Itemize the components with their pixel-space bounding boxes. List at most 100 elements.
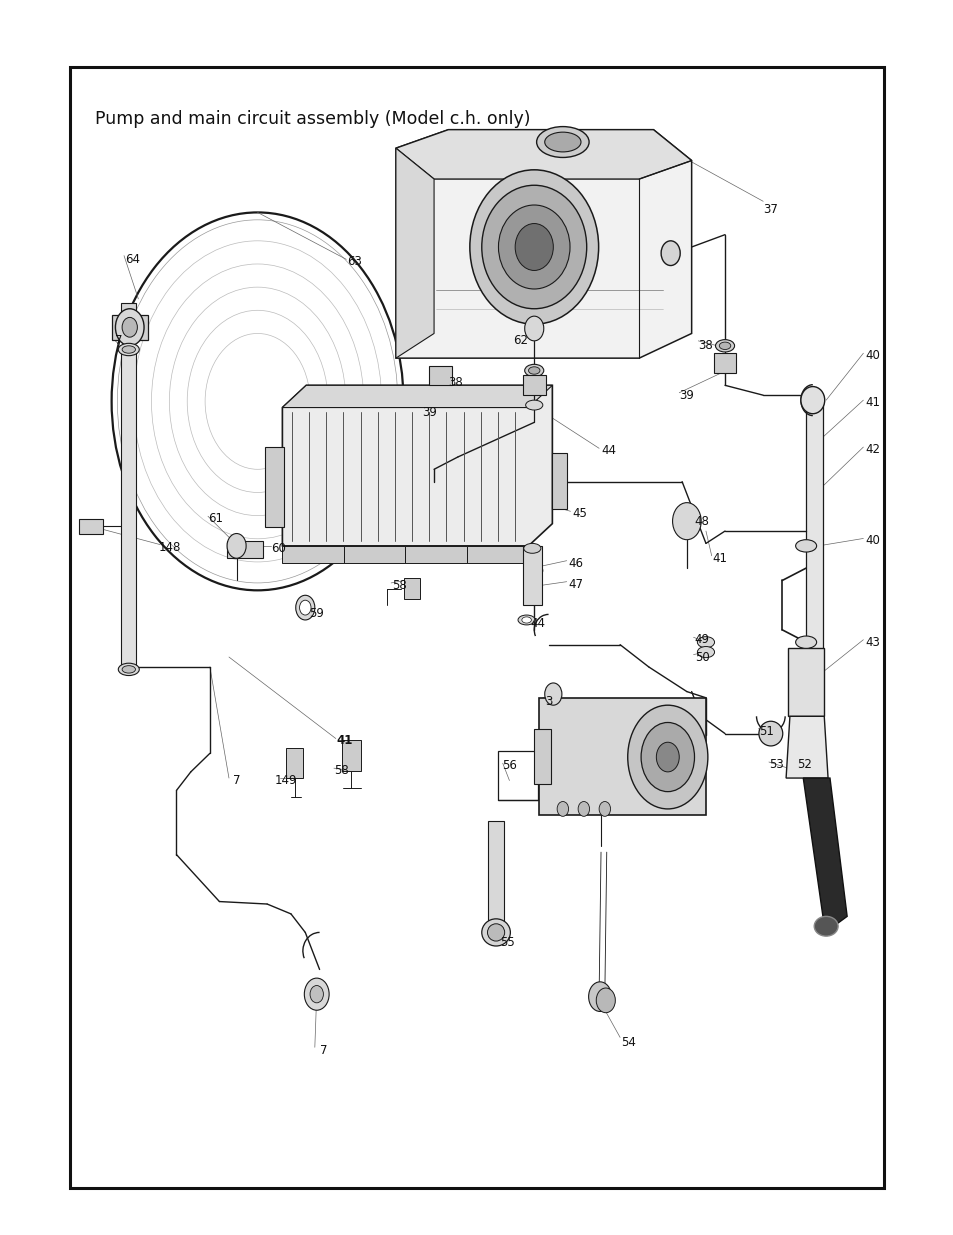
Circle shape xyxy=(299,600,311,615)
Ellipse shape xyxy=(719,342,730,350)
Circle shape xyxy=(672,503,700,540)
Ellipse shape xyxy=(118,343,139,356)
Ellipse shape xyxy=(481,919,510,946)
Ellipse shape xyxy=(813,916,837,936)
Ellipse shape xyxy=(487,924,504,941)
Circle shape xyxy=(524,316,543,341)
Text: 51: 51 xyxy=(759,725,774,737)
Text: 38: 38 xyxy=(447,377,462,389)
Ellipse shape xyxy=(528,367,539,374)
Ellipse shape xyxy=(481,185,586,309)
Ellipse shape xyxy=(118,663,139,676)
Bar xyxy=(265,447,284,527)
Bar xyxy=(713,353,736,373)
Text: 40: 40 xyxy=(864,350,880,362)
Ellipse shape xyxy=(525,564,542,576)
Circle shape xyxy=(557,802,568,816)
Bar xyxy=(121,303,136,330)
Bar xyxy=(429,366,452,385)
Text: 63: 63 xyxy=(347,256,362,268)
Ellipse shape xyxy=(122,666,135,673)
Bar xyxy=(497,751,537,800)
Ellipse shape xyxy=(525,400,542,410)
Text: 54: 54 xyxy=(620,1036,636,1049)
Text: 37: 37 xyxy=(762,204,778,216)
Text: 41: 41 xyxy=(864,396,880,409)
Circle shape xyxy=(122,317,137,337)
Circle shape xyxy=(115,309,144,346)
Bar xyxy=(121,352,136,667)
Bar xyxy=(79,519,103,534)
Ellipse shape xyxy=(523,543,540,553)
Ellipse shape xyxy=(497,205,569,289)
Text: 53: 53 xyxy=(768,758,783,771)
Bar xyxy=(552,453,566,509)
Text: 41: 41 xyxy=(335,735,353,747)
Text: 52: 52 xyxy=(796,758,811,771)
Circle shape xyxy=(578,802,589,816)
Text: 45: 45 xyxy=(572,508,587,520)
Bar xyxy=(805,395,822,716)
Polygon shape xyxy=(282,385,552,408)
Circle shape xyxy=(588,982,611,1011)
Ellipse shape xyxy=(759,721,781,746)
Text: 62: 62 xyxy=(513,335,528,347)
Text: 56: 56 xyxy=(501,760,517,772)
Text: 61: 61 xyxy=(208,513,223,525)
Circle shape xyxy=(640,722,694,792)
Circle shape xyxy=(598,802,610,816)
Bar xyxy=(522,546,541,605)
Text: 7: 7 xyxy=(319,1045,327,1057)
Circle shape xyxy=(310,986,323,1003)
Bar xyxy=(282,546,343,563)
Circle shape xyxy=(112,212,403,590)
Text: Pump and main circuit assembly (Model c.h. only): Pump and main circuit assembly (Model c.… xyxy=(95,110,530,128)
Bar xyxy=(538,698,705,815)
Circle shape xyxy=(544,683,561,705)
Ellipse shape xyxy=(515,224,553,270)
Ellipse shape xyxy=(697,637,714,648)
Ellipse shape xyxy=(469,170,598,325)
Polygon shape xyxy=(395,130,691,179)
Text: 149: 149 xyxy=(274,774,297,787)
Text: 55: 55 xyxy=(499,936,515,948)
Ellipse shape xyxy=(517,615,535,625)
Bar xyxy=(787,648,823,716)
Text: 43: 43 xyxy=(864,636,880,648)
Bar xyxy=(286,748,303,778)
Circle shape xyxy=(295,595,314,620)
Bar xyxy=(405,546,467,563)
Text: 44: 44 xyxy=(530,618,545,630)
Bar xyxy=(112,315,148,340)
Polygon shape xyxy=(404,578,419,599)
Ellipse shape xyxy=(697,647,714,658)
Ellipse shape xyxy=(800,387,823,414)
Text: 38: 38 xyxy=(698,340,713,352)
Text: 7: 7 xyxy=(233,774,240,787)
Circle shape xyxy=(656,742,679,772)
Bar xyxy=(343,546,405,563)
Circle shape xyxy=(627,705,707,809)
Ellipse shape xyxy=(536,127,588,158)
Ellipse shape xyxy=(521,618,531,622)
Polygon shape xyxy=(802,778,846,932)
Ellipse shape xyxy=(432,372,449,382)
Text: 47: 47 xyxy=(568,578,583,590)
Text: 41: 41 xyxy=(712,552,727,564)
Bar xyxy=(341,740,360,771)
Bar xyxy=(534,729,551,784)
Polygon shape xyxy=(282,385,552,546)
Text: 58: 58 xyxy=(392,579,407,592)
Ellipse shape xyxy=(122,346,135,353)
Text: 58: 58 xyxy=(334,764,349,777)
Text: 60: 60 xyxy=(271,542,286,555)
Text: 39: 39 xyxy=(679,389,694,401)
Circle shape xyxy=(596,988,615,1013)
Text: 48: 48 xyxy=(694,515,709,527)
Text: 3: 3 xyxy=(544,695,552,708)
Circle shape xyxy=(660,241,679,266)
Circle shape xyxy=(227,534,246,558)
Text: 50: 50 xyxy=(694,651,709,663)
Ellipse shape xyxy=(795,540,816,552)
Ellipse shape xyxy=(795,636,816,648)
